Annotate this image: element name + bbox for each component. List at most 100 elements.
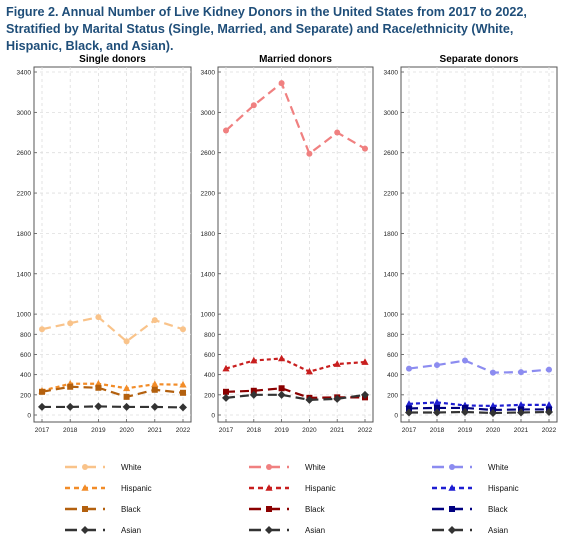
y-tick-label: 2600 bbox=[17, 150, 32, 157]
data-point-asian bbox=[545, 407, 553, 416]
legend-marker bbox=[266, 464, 272, 470]
legend-marker bbox=[448, 526, 456, 534]
legend-marker bbox=[266, 506, 272, 512]
legend-marker bbox=[82, 464, 88, 470]
legend-item-asian: Asian bbox=[65, 526, 141, 535]
data-point-black bbox=[39, 388, 45, 395]
y-tick-label: 1800 bbox=[201, 231, 216, 238]
data-point-hispanic bbox=[179, 380, 187, 388]
y-tick-label: 1800 bbox=[384, 231, 399, 238]
data-point-hispanic bbox=[433, 398, 441, 406]
y-tick-label: 1000 bbox=[384, 312, 399, 319]
data-point-asian bbox=[94, 402, 103, 411]
legend-item-asian: Asian bbox=[432, 526, 508, 535]
y-tick-label: 600 bbox=[20, 352, 31, 359]
data-point-white bbox=[39, 326, 45, 333]
x-tick-label: 2020 bbox=[486, 427, 501, 434]
y-tick-label: 200 bbox=[387, 392, 398, 399]
y-tick-label: 400 bbox=[387, 372, 398, 379]
x-tick-label: 2017 bbox=[219, 427, 234, 434]
data-point-white bbox=[334, 129, 341, 136]
legend-item-asian: Asian bbox=[249, 526, 325, 535]
data-point-hispanic bbox=[305, 367, 313, 375]
legend-label: Asian bbox=[488, 526, 508, 535]
legend-marker bbox=[449, 464, 455, 470]
legend-label: White bbox=[121, 463, 142, 472]
data-point-black bbox=[123, 393, 130, 400]
legend-marker bbox=[448, 484, 456, 491]
data-point-white bbox=[250, 102, 257, 109]
series-line-black bbox=[408, 406, 549, 412]
legend-item-white: White bbox=[432, 463, 509, 472]
panel-title: Separate donors bbox=[440, 54, 519, 65]
legend-marker bbox=[81, 484, 89, 491]
data-point-asian bbox=[333, 394, 342, 403]
y-tick-label: 400 bbox=[204, 372, 215, 379]
data-point-black bbox=[406, 405, 412, 412]
x-tick-label: 2022 bbox=[176, 427, 191, 434]
data-point-white bbox=[406, 365, 412, 372]
data-point-black bbox=[250, 387, 257, 394]
data-point-white bbox=[67, 320, 74, 327]
series-line-white bbox=[225, 81, 366, 156]
legend-marker bbox=[81, 526, 89, 534]
series-line-hispanic bbox=[41, 382, 184, 392]
data-point-hispanic bbox=[151, 380, 159, 388]
y-tick-label: 1800 bbox=[17, 231, 32, 238]
data-point-asian bbox=[179, 403, 187, 412]
data-point-black bbox=[223, 388, 229, 395]
y-tick-label: 400 bbox=[20, 372, 31, 379]
y-tick-label: 2600 bbox=[201, 150, 216, 157]
series-line-black bbox=[41, 385, 184, 398]
x-tick-label: 2020 bbox=[119, 427, 134, 434]
legend-label: Asian bbox=[121, 526, 141, 535]
y-tick-label: 600 bbox=[387, 352, 398, 359]
data-point-asian bbox=[489, 408, 497, 417]
data-point-hispanic bbox=[250, 356, 258, 364]
data-point-black bbox=[278, 385, 285, 392]
legend-label: Black bbox=[121, 505, 142, 514]
panel-3: Separate donors 0 200 400 600 800 1000 1400 1800… bbox=[384, 54, 558, 535]
data-point-asian bbox=[277, 390, 286, 399]
y-tick-label: 600 bbox=[204, 352, 215, 359]
x-tick-label: 2018 bbox=[430, 427, 445, 434]
x-tick-label: 2021 bbox=[148, 427, 163, 434]
legend-item-white: White bbox=[249, 463, 326, 472]
series-line-hispanic bbox=[225, 357, 366, 373]
x-tick-label: 2017 bbox=[35, 427, 50, 434]
legend-marker bbox=[265, 526, 273, 534]
data-point-asian bbox=[305, 395, 314, 404]
data-point-white bbox=[95, 314, 102, 321]
data-point-white bbox=[278, 80, 285, 87]
data-point-asian bbox=[222, 393, 230, 402]
data-point-asian bbox=[517, 408, 525, 417]
data-point-black bbox=[180, 389, 186, 396]
data-point-hispanic bbox=[222, 364, 230, 372]
panel-title: Single donors bbox=[79, 54, 146, 65]
data-point-asian bbox=[150, 402, 159, 411]
x-tick-label: 2021 bbox=[514, 427, 529, 434]
figure-title: Figure 2. Annual Number of Live Kidney D… bbox=[6, 5, 527, 53]
legend-item-black: Black bbox=[432, 505, 509, 514]
x-tick-label: 2018 bbox=[63, 427, 78, 434]
y-tick-label: 3400 bbox=[384, 70, 399, 77]
x-tick-label: 2019 bbox=[274, 427, 289, 434]
data-point-hispanic bbox=[123, 384, 131, 392]
y-tick-label: 0 bbox=[394, 413, 398, 420]
data-point-asian bbox=[122, 402, 131, 411]
y-tick-label: 1000 bbox=[201, 312, 216, 319]
panel-title: Married donors bbox=[259, 54, 332, 65]
x-tick-label: 2017 bbox=[402, 427, 417, 434]
data-point-white bbox=[123, 338, 130, 345]
legend-item-hispanic: Hispanic bbox=[432, 484, 519, 493]
x-tick-label: 2019 bbox=[458, 427, 473, 434]
panel-1: Single donors 0 200 400 600 800 1000 1400 1800 22… bbox=[17, 54, 192, 535]
data-point-white bbox=[490, 369, 496, 376]
legend-label: White bbox=[488, 463, 509, 472]
y-tick-label: 2200 bbox=[384, 191, 399, 198]
data-point-black bbox=[151, 386, 158, 393]
y-tick-label: 3400 bbox=[17, 70, 32, 77]
y-tick-label: 1400 bbox=[384, 271, 399, 278]
data-point-white bbox=[462, 357, 468, 364]
